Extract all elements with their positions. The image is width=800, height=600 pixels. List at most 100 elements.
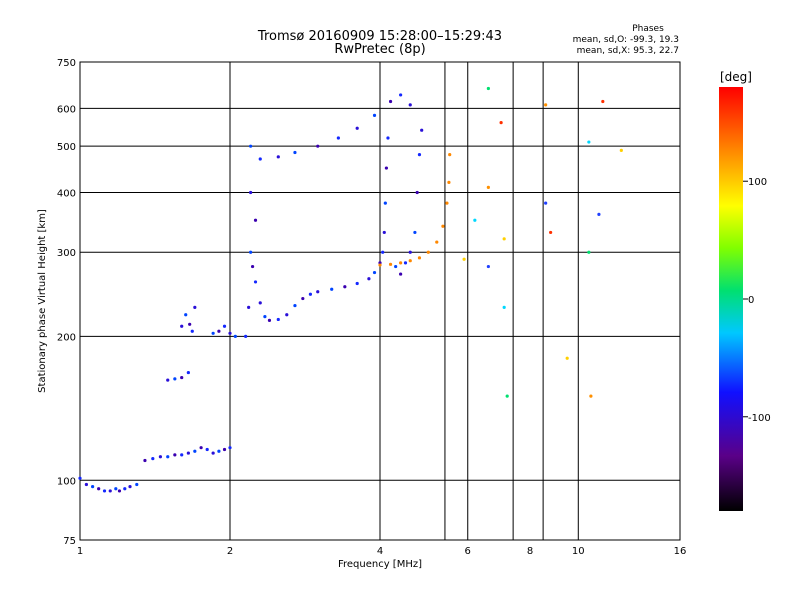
data-point — [388, 99, 393, 104]
data-point — [408, 103, 412, 107]
data-point — [128, 485, 132, 489]
data-point — [267, 318, 272, 323]
data-point — [420, 128, 424, 132]
data-point — [263, 315, 267, 319]
data-point — [276, 155, 280, 159]
data-point — [211, 451, 215, 455]
chart-subtitle: RwPretec (8p) — [334, 42, 425, 57]
data-point — [253, 280, 258, 284]
data-point — [502, 237, 506, 241]
data-point — [258, 157, 262, 161]
data-point — [249, 250, 253, 254]
x-tick-label: 4 — [377, 546, 383, 557]
data-point — [549, 230, 553, 235]
chart-title: Tromsø 20160909 15:28:00–15:29:43 — [257, 29, 502, 44]
phases-header: Phases — [632, 24, 664, 34]
data-point — [199, 446, 203, 450]
data-point — [222, 324, 227, 328]
data-point — [587, 140, 591, 144]
data-point — [417, 153, 422, 157]
data-point — [166, 455, 170, 459]
data-point — [250, 264, 255, 269]
y-tick-label: 300 — [57, 248, 76, 259]
data-point — [372, 113, 377, 117]
data-point — [205, 447, 209, 452]
data-point — [190, 329, 194, 333]
data-point — [378, 263, 382, 267]
data-point — [253, 218, 258, 222]
data-point — [316, 144, 320, 148]
data-point — [276, 317, 280, 322]
data-point — [78, 476, 82, 480]
y-tick-label: 400 — [57, 188, 76, 199]
x-tick-label: 16 — [674, 546, 687, 557]
data-point — [486, 264, 490, 269]
grid-lines — [80, 62, 680, 540]
data-point — [211, 331, 215, 335]
data-point — [258, 301, 262, 305]
colorbar-tick-label: 100 — [748, 177, 767, 188]
data-point — [108, 489, 112, 493]
axis-ticks: 1 2 4 6 8 10 16 75 100 200 300 400 500 600 750 — [57, 58, 686, 557]
data-point — [445, 201, 449, 205]
data-point — [544, 103, 548, 107]
data-point — [249, 190, 253, 195]
phase-stat-x: mean, sd,X: 95.3, 22.7 — [577, 46, 679, 56]
data-point — [193, 305, 197, 309]
data-point — [188, 322, 192, 326]
data-points — [78, 86, 623, 493]
data-point — [301, 296, 305, 301]
data-point — [249, 144, 253, 148]
data-point — [462, 257, 466, 261]
data-point — [316, 290, 320, 294]
y-axis-label: Stationary phase Virtual Height [km] — [37, 209, 48, 393]
x-axis-label: Frequency [MHz] — [338, 559, 422, 570]
data-point — [597, 212, 601, 216]
data-point — [587, 250, 591, 254]
data-point — [408, 250, 412, 254]
data-point — [367, 277, 371, 281]
data-point — [544, 201, 548, 205]
data-point — [384, 166, 388, 170]
y-tick-label: 750 — [57, 58, 76, 69]
data-point — [441, 224, 445, 228]
data-point — [408, 259, 412, 263]
data-point — [426, 250, 430, 254]
data-point — [97, 487, 101, 491]
data-point — [399, 93, 403, 97]
colorbar-tick-label: 0 — [748, 295, 754, 306]
data-point — [415, 190, 419, 195]
data-point — [123, 487, 127, 491]
data-point — [601, 99, 605, 104]
data-point — [499, 121, 503, 125]
data-point — [308, 292, 313, 296]
x-tick-label: 2 — [227, 546, 233, 557]
data-point — [435, 240, 439, 244]
data-point — [180, 375, 184, 380]
phase-stat-o: mean, sd,O: -99.3, 19.3 — [573, 35, 679, 45]
data-point — [293, 150, 297, 155]
data-point — [619, 148, 623, 152]
data-point — [193, 449, 197, 453]
data-point — [381, 250, 385, 254]
data-point — [293, 303, 297, 308]
y-tick-label: 75 — [63, 536, 76, 547]
data-point — [388, 262, 393, 266]
data-point — [394, 264, 398, 269]
data-point — [502, 305, 506, 309]
data-point — [285, 313, 289, 317]
data-point — [184, 313, 188, 317]
data-point — [244, 334, 248, 338]
data-point — [173, 453, 177, 457]
data-point — [386, 136, 390, 140]
data-point — [355, 126, 359, 130]
x-tick-label: 10 — [572, 546, 585, 557]
data-point — [217, 449, 221, 453]
data-point — [336, 136, 340, 140]
data-point — [228, 331, 232, 335]
data-point — [166, 378, 170, 382]
data-point — [383, 201, 387, 205]
data-point — [180, 453, 184, 457]
data-point — [378, 261, 382, 265]
